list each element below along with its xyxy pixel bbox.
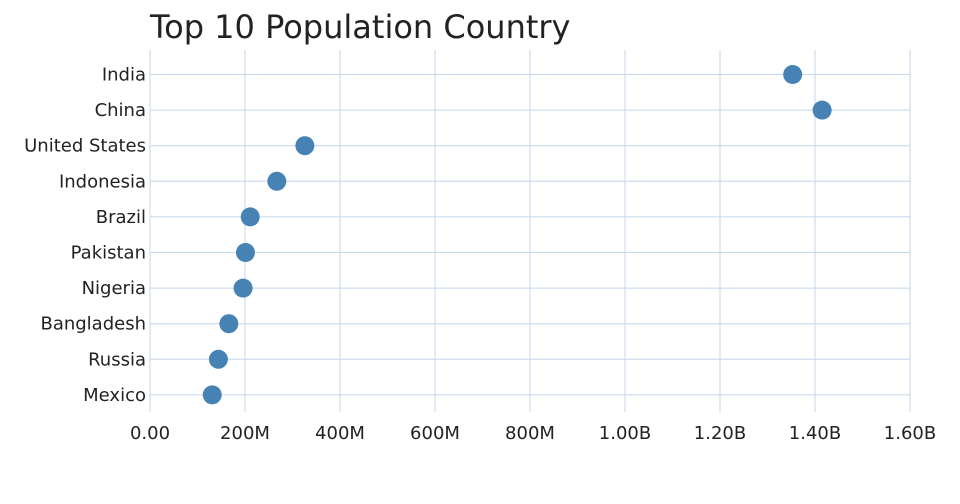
- x-tick-label: 400M: [315, 423, 365, 444]
- data-point: [295, 136, 315, 156]
- x-tick-label: 800M: [505, 423, 555, 444]
- data-point: [235, 243, 255, 262]
- data-point: [267, 171, 287, 191]
- y-tick-label: Pakistan: [71, 243, 146, 264]
- y-tick-label: Bangladesh: [40, 314, 146, 335]
- y-tick-label: Mexico: [83, 385, 146, 406]
- x-tick-label: 600M: [410, 423, 460, 444]
- y-tick-label: Brazil: [96, 207, 146, 228]
- y-tick-label: United States: [24, 136, 146, 157]
- x-tick-label: 1.00B: [599, 423, 651, 444]
- data-point: [783, 65, 803, 84]
- y-tick-label: India: [102, 65, 146, 86]
- x-tick-label: 1.20B: [694, 423, 746, 444]
- x-tick-label: 0.00: [130, 423, 170, 444]
- data-point: [208, 349, 228, 369]
- y-tick-label: Nigeria: [82, 278, 146, 299]
- chart-title: Top 10 Population Country: [150, 8, 571, 46]
- x-tick-label: 200M: [220, 423, 270, 444]
- x-tick-label: 1.60B: [884, 423, 936, 444]
- data-point: [219, 314, 239, 334]
- data-point: [240, 207, 260, 227]
- y-tick-label: Indonesia: [59, 171, 146, 192]
- x-tick-label: 1.40B: [789, 423, 841, 444]
- y-tick-label: China: [95, 100, 146, 121]
- data-point: [202, 385, 222, 405]
- data-point: [233, 278, 253, 298]
- y-tick-label: Russia: [88, 349, 146, 370]
- data-point: [812, 100, 832, 120]
